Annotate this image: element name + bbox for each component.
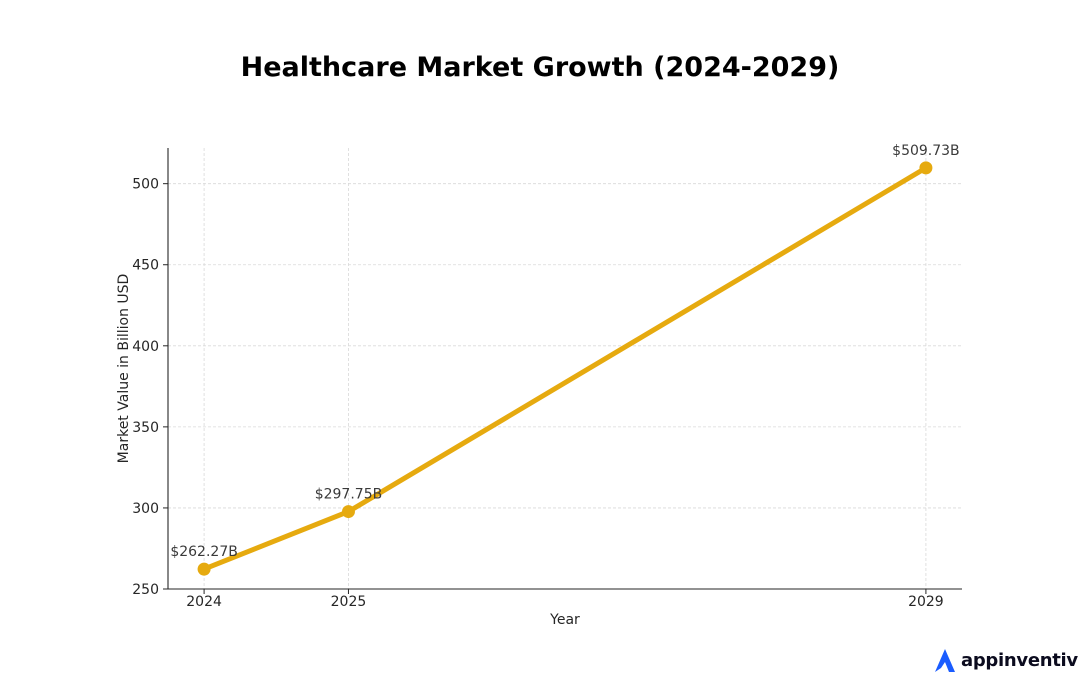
data-point xyxy=(341,505,355,519)
x-axis-label: Year xyxy=(549,612,580,628)
brand-name: appinventiv xyxy=(961,649,1078,671)
x-tick-label: 2025 xyxy=(331,594,367,610)
data-label: $297.75B xyxy=(315,487,383,503)
data-point xyxy=(919,161,933,175)
y-tick-label: 450 xyxy=(132,258,159,274)
data-point xyxy=(197,562,211,576)
y-tick-label: 350 xyxy=(132,420,159,436)
y-tick-label: 250 xyxy=(132,582,159,598)
tick-labels: 250 300 350 400 450 500 2024 2025 2029 xyxy=(132,177,943,610)
appinventiv-logo-icon xyxy=(935,649,955,672)
grid xyxy=(168,148,962,590)
series-line xyxy=(201,165,929,572)
chart-title: Healthcare Market Growth (2024-2029) xyxy=(240,52,840,83)
x-tick-label: 2029 xyxy=(908,594,944,610)
y-tick-label: 400 xyxy=(132,339,159,355)
y-axis-label: Market Value in Billion USD xyxy=(116,274,132,464)
data-label: $509.73B xyxy=(892,143,960,159)
x-tick-label: 2024 xyxy=(186,594,222,610)
axes xyxy=(163,148,962,594)
data-labels: $262.27B $297.75B $509.73B xyxy=(170,143,959,560)
data-label: $262.27B xyxy=(170,544,238,560)
y-tick-label: 500 xyxy=(132,177,159,193)
series xyxy=(197,161,933,576)
y-tick-label: 300 xyxy=(132,501,159,517)
brand-logo: appinventiv xyxy=(932,645,1078,675)
